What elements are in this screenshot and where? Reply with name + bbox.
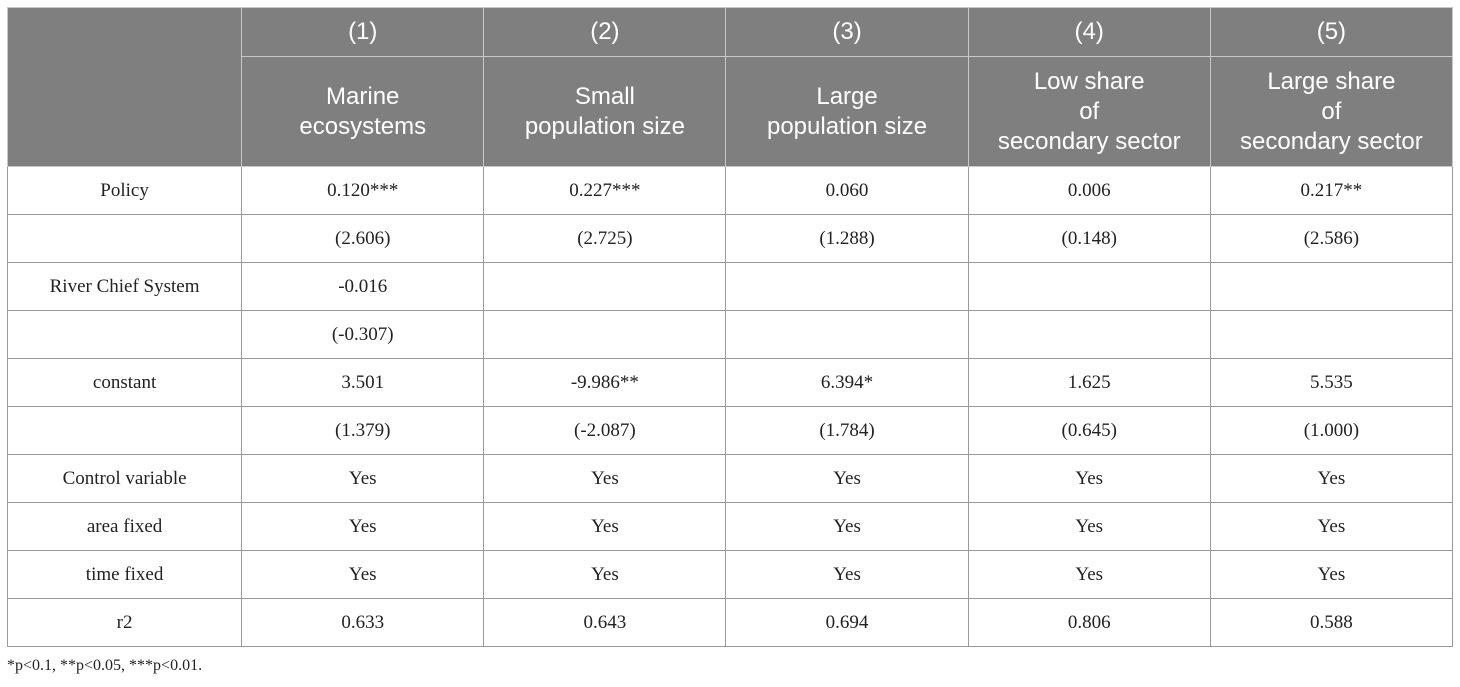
results-table-container: (1) (2) (3) (4) (5) Marine ecosystems Sm… [6, 7, 1454, 647]
column-number-4: (4) [967, 7, 1211, 57]
column-label-4-cell: Low share of secondary sector [967, 56, 1211, 167]
column-number-5: (5) [1209, 7, 1454, 57]
table-cell: Yes [725, 502, 969, 551]
column-label-2: Small population size [524, 82, 685, 140]
header-row-column-numbers: (1) (2) (3) (4) (5) [6, 7, 1454, 167]
row-label: River Chief System [6, 262, 243, 311]
table-cell: Yes [725, 550, 969, 599]
table-cell [1209, 262, 1454, 311]
table-cell [967, 310, 1211, 359]
row-label [6, 406, 243, 455]
table-cell: 5.535 [1209, 358, 1454, 407]
table-row: Control variable Yes Yes Yes Yes Yes [6, 454, 1454, 503]
table-cell: (-2.087) [483, 406, 727, 455]
table-row: Policy 0.120*** 0.227*** 0.060 0.006 0.2… [6, 166, 1454, 215]
row-label [6, 214, 243, 263]
header-row-column-labels: Marine ecosystems Small population size … [8, 56, 1454, 167]
row-label: Policy [6, 166, 243, 215]
table-cell: Yes [241, 502, 485, 551]
table-row: r2 0.633 0.643 0.694 0.806 0.588 [6, 598, 1454, 647]
table-row: (-0.307) [6, 310, 1454, 359]
table-cell: (-0.307) [241, 310, 485, 359]
table-cell: Yes [241, 454, 485, 503]
row-label: constant [6, 358, 243, 407]
table-cell: 1.625 [967, 358, 1211, 407]
table-cell: -9.986** [483, 358, 727, 407]
table-cell: 0.227*** [483, 166, 727, 215]
table-cell [483, 262, 727, 311]
table-cell: Yes [1209, 502, 1454, 551]
table-cell: 0.588 [1209, 598, 1454, 647]
table-row: area fixed Yes Yes Yes Yes Yes [6, 502, 1454, 551]
column-label-1-cell: Marine ecosystems [241, 56, 485, 167]
table-cell: 0.694 [725, 598, 969, 647]
table-cell: Yes [483, 502, 727, 551]
table-cell [967, 262, 1211, 311]
table-cell: 3.501 [241, 358, 485, 407]
table-cell: (0.148) [967, 214, 1211, 263]
row-label: time fixed [6, 550, 243, 599]
table-row: time fixed Yes Yes Yes Yes Yes [6, 550, 1454, 599]
table-cell: 0.643 [483, 598, 727, 647]
column-label-1: Marine ecosystems [299, 82, 427, 140]
regression-results-table: (1) (2) (3) (4) (5) Marine ecosystems Sm… [6, 7, 1454, 647]
row-label [6, 310, 243, 359]
column-label-5-cell: Large share of secondary sector [1209, 56, 1454, 167]
table-cell: Yes [967, 454, 1211, 503]
table-cell: 0.633 [241, 598, 485, 647]
table-cell: 0.120*** [241, 166, 485, 215]
table-row: (1.379) (-2.087) (1.784) (0.645) (1.000) [6, 406, 1454, 455]
table-cell [1209, 310, 1454, 359]
table-cell: Yes [483, 454, 727, 503]
table-footnote: *p<0.1, **p<0.05, ***p<0.01. [7, 657, 203, 674]
column-label-3-cell: Large population size [725, 56, 969, 167]
column-label-5: Large share of secondary sector [1240, 67, 1423, 155]
row-label: r2 [6, 598, 243, 647]
table-row: constant 3.501 -9.986** 6.394* 1.625 5.5… [6, 358, 1454, 407]
table-cell: Yes [241, 550, 485, 599]
table-cell [483, 310, 727, 359]
table-row: River Chief System -0.016 [6, 262, 1454, 311]
table-cell: Yes [483, 550, 727, 599]
table-cell [725, 310, 969, 359]
table-cell: (1.288) [725, 214, 969, 263]
table-cell: Yes [725, 454, 969, 503]
column-label-3: Large population size [766, 82, 928, 140]
table-cell: 0.806 [967, 598, 1211, 647]
table-cell: 6.394* [725, 358, 969, 407]
row-label: Control variable [6, 454, 243, 503]
column-number-1: (1) [241, 7, 485, 57]
table-row: (2.606) (2.725) (1.288) (0.148) (2.586) [6, 214, 1454, 263]
table-cell: 0.006 [967, 166, 1211, 215]
column-label-2-cell: Small population size [483, 56, 727, 167]
row-label: area fixed [6, 502, 243, 551]
column-number-3: (3) [725, 7, 969, 57]
table-cell: (2.606) [241, 214, 485, 263]
column-label-4: Low share of secondary sector [997, 67, 1181, 155]
table-cell: -0.016 [241, 262, 485, 311]
table-cell [725, 262, 969, 311]
table-cell: Yes [1209, 550, 1454, 599]
table-cell: Yes [967, 550, 1211, 599]
table-cell: 0.217** [1209, 166, 1454, 215]
table-cell: (2.586) [1209, 214, 1454, 263]
table-cell: Yes [967, 502, 1211, 551]
table-cell: 0.060 [725, 166, 969, 215]
header-corner-cell [6, 7, 243, 167]
table-cell: Yes [1209, 454, 1454, 503]
table-cell: (1.784) [725, 406, 969, 455]
table-cell: (1.379) [241, 406, 485, 455]
table-cell: (1.000) [1209, 406, 1454, 455]
table-cell: (2.725) [483, 214, 727, 263]
column-number-2: (2) [483, 7, 727, 57]
table-cell: (0.645) [967, 406, 1211, 455]
